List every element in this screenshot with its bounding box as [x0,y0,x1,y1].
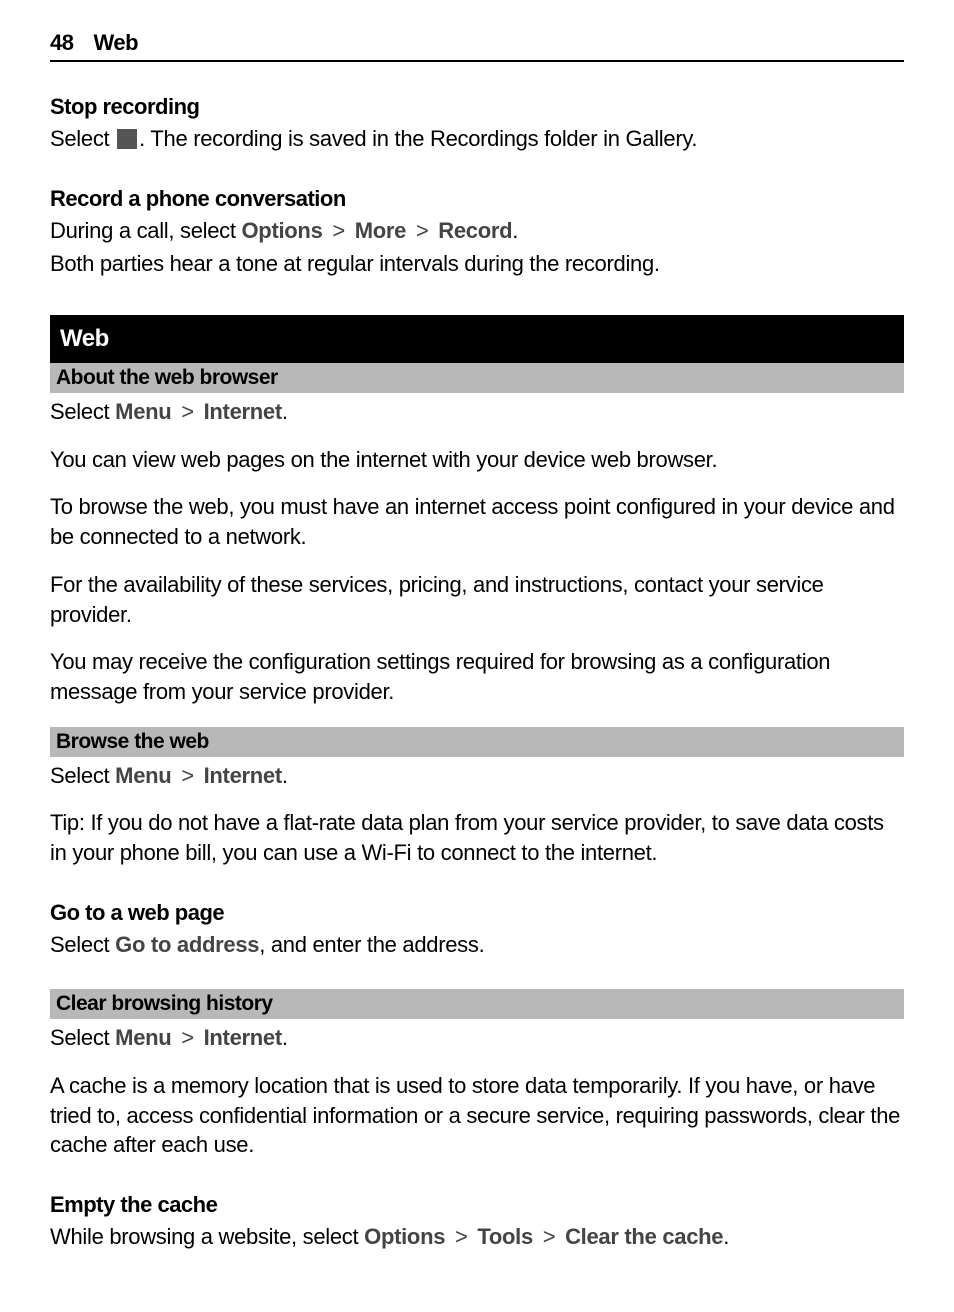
options-label: Options [364,1224,445,1249]
text: . [282,1025,288,1050]
menu-label: Menu [115,763,171,788]
record-label: Record [438,218,512,243]
menu-label: Menu [115,1025,171,1050]
text: . [723,1224,729,1249]
text: . [512,218,518,243]
clear-select-line: Select Menu > Internet. [50,1023,904,1053]
clear-p1: A cache is a memory location that is use… [50,1071,904,1160]
header-section: Web [93,30,138,56]
about-banner: About the web browser [50,363,904,393]
text: Select [50,399,115,424]
record-conv-line2: Both parties hear a tone at regular inte… [50,249,904,279]
clear-cache-label: Clear the cache [565,1224,723,1249]
text: . [282,399,288,424]
page-number: 48 [50,30,73,56]
goto-line: Select Go to address, and enter the addr… [50,930,904,960]
internet-label: Internet [204,399,282,424]
page-header: 48 Web [50,30,904,62]
browse-select-line: Select Menu > Internet. [50,761,904,791]
clear-banner: Clear browsing history [50,989,904,1019]
stop-icon [117,129,137,149]
text: While browsing a website, select [50,1224,364,1249]
about-p3: For the availability of these services, … [50,570,904,629]
record-conv-title: Record a phone conversation [50,186,904,212]
text: Select [50,932,115,957]
chevron-right-icon: > [332,218,345,243]
stop-recording-text: Select . The recording is saved in the R… [50,124,904,154]
web-banner: Web [50,315,904,363]
text: , and enter the address. [259,932,484,957]
record-conv-line1: During a call, select Options > More > R… [50,216,904,246]
chevron-right-icon: > [181,399,194,424]
text: During a call, select [50,218,242,243]
about-p4: You may receive the configuration settin… [50,647,904,706]
internet-label: Internet [204,1025,282,1050]
more-label: More [355,218,406,243]
empty-cache-title: Empty the cache [50,1192,904,1218]
manual-page: 48 Web Stop recording Select . The recor… [0,0,954,1312]
browse-tip: Tip: If you do not have a flat-rate data… [50,808,904,867]
text: Select [50,1025,115,1050]
text-prefix: Select [50,126,115,151]
text: . [282,763,288,788]
internet-label: Internet [204,763,282,788]
chevron-right-icon: > [416,218,429,243]
empty-cache-line: While browsing a website, select Options… [50,1222,904,1252]
text: Select [50,763,115,788]
options-label: Options [242,218,323,243]
tools-label: Tools [477,1224,533,1249]
chevron-right-icon: > [181,763,194,788]
menu-label: Menu [115,399,171,424]
tip-label: Tip: [50,810,85,835]
text-suffix: . The recording is saved in the Recordin… [139,126,697,151]
chevron-right-icon: > [543,1224,556,1249]
chevron-right-icon: > [455,1224,468,1249]
about-p2: To browse the web, you must have an inte… [50,492,904,551]
stop-recording-title: Stop recording [50,94,904,120]
about-p1: You can view web pages on the internet w… [50,445,904,475]
goto-address-label: Go to address [115,932,259,957]
tip-text: If you do not have a flat-rate data plan… [50,810,884,865]
goto-title: Go to a web page [50,900,904,926]
chevron-right-icon: > [181,1025,194,1050]
about-select-line: Select Menu > Internet. [50,397,904,427]
browse-banner: Browse the web [50,727,904,757]
